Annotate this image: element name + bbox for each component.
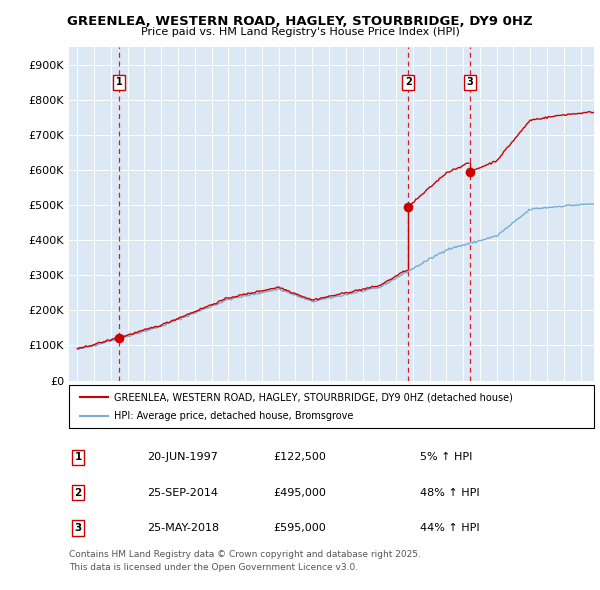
- Text: 2: 2: [405, 77, 412, 87]
- Text: HPI: Average price, detached house, Bromsgrove: HPI: Average price, detached house, Brom…: [113, 411, 353, 421]
- Text: GREENLEA, WESTERN ROAD, HAGLEY, STOURBRIDGE, DY9 0HZ: GREENLEA, WESTERN ROAD, HAGLEY, STOURBRI…: [67, 15, 533, 28]
- Text: 3: 3: [74, 523, 82, 533]
- Text: 1: 1: [115, 77, 122, 87]
- Text: GREENLEA, WESTERN ROAD, HAGLEY, STOURBRIDGE, DY9 0HZ (detached house): GREENLEA, WESTERN ROAD, HAGLEY, STOURBRI…: [113, 392, 512, 402]
- Text: 44% ↑ HPI: 44% ↑ HPI: [420, 523, 479, 533]
- Text: 3: 3: [467, 77, 473, 87]
- Text: Price paid vs. HM Land Registry's House Price Index (HPI): Price paid vs. HM Land Registry's House …: [140, 27, 460, 37]
- Text: £595,000: £595,000: [274, 523, 326, 533]
- Text: 48% ↑ HPI: 48% ↑ HPI: [420, 488, 479, 497]
- Text: 1: 1: [74, 453, 82, 462]
- Text: £495,000: £495,000: [274, 488, 326, 497]
- Text: 2: 2: [74, 488, 82, 497]
- Text: 5% ↑ HPI: 5% ↑ HPI: [420, 453, 472, 462]
- FancyBboxPatch shape: [69, 385, 594, 428]
- Text: Contains HM Land Registry data © Crown copyright and database right 2025.: Contains HM Land Registry data © Crown c…: [69, 550, 421, 559]
- Text: 25-MAY-2018: 25-MAY-2018: [147, 523, 219, 533]
- Text: 20-JUN-1997: 20-JUN-1997: [147, 453, 218, 462]
- Text: £122,500: £122,500: [274, 453, 326, 462]
- Text: 25-SEP-2014: 25-SEP-2014: [147, 488, 218, 497]
- Text: This data is licensed under the Open Government Licence v3.0.: This data is licensed under the Open Gov…: [69, 563, 358, 572]
